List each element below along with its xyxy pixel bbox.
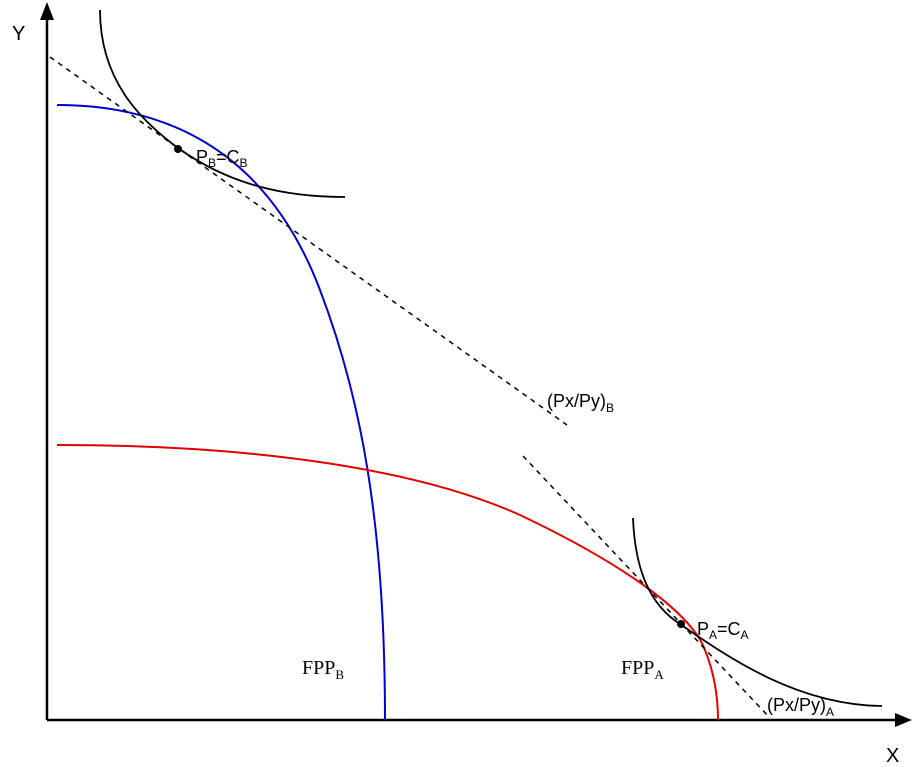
fpp-a-curve	[56, 444, 719, 721]
fpp-b-curve	[56, 104, 386, 721]
price-line-b	[49, 56, 568, 426]
indifference-curve-a	[632, 517, 883, 707]
point-b-dot	[174, 145, 182, 153]
fpp-b-label: FPPB	[302, 657, 344, 682]
y-axis-label: Y	[12, 23, 25, 45]
point-a-dot	[677, 620, 685, 628]
price-line-a	[522, 455, 771, 719]
point-a-label: PA=CA	[697, 619, 749, 642]
indifference-curve-b	[99, 9, 346, 198]
price-ratio-a-label: (Px/Py)A	[767, 695, 834, 719]
fpp-a-label: FPPA	[621, 657, 664, 682]
x-axis-label: X	[886, 745, 899, 767]
x-axis-arrow	[895, 713, 912, 727]
point-b-label: PB=CB	[196, 147, 248, 170]
price-ratio-b-label: (Px/Py)B	[547, 391, 614, 415]
y-axis-arrow	[40, 2, 54, 20]
